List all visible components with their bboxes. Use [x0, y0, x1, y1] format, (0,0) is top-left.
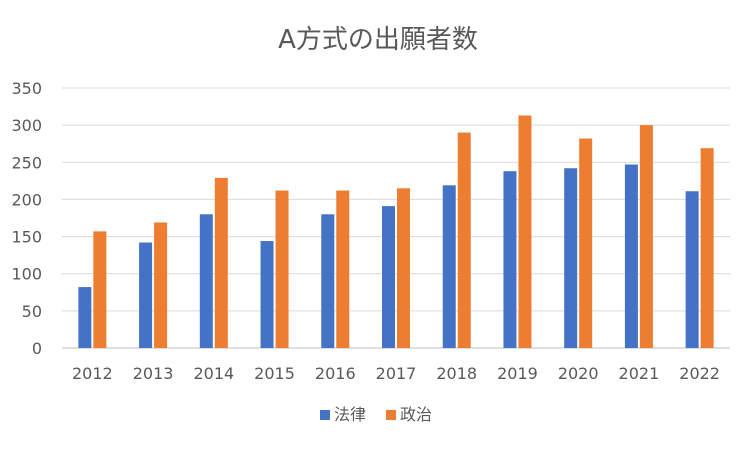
- bar-hourei-2021: [624, 164, 638, 348]
- x-tick-label: 2021: [619, 364, 660, 383]
- legend-label: 政治: [400, 405, 432, 424]
- x-tick-label: 2019: [497, 364, 538, 383]
- bar-seiji-2018: [457, 132, 471, 348]
- x-tick-label: 2018: [436, 364, 477, 383]
- bar-seiji-2020: [579, 138, 593, 348]
- bar-hourei-2019: [503, 171, 517, 348]
- bar-seiji-2015: [275, 190, 289, 348]
- x-tick-label: 2014: [193, 364, 234, 383]
- bar-seiji-2021: [639, 125, 653, 349]
- bar-seiji-2017: [397, 188, 410, 348]
- bar-hourei-2014: [199, 214, 213, 348]
- y-tick-label: 100: [11, 265, 42, 284]
- y-tick-label: 0: [32, 339, 42, 358]
- bar-hourei-2013: [139, 242, 153, 348]
- bar-hourei-2022: [685, 191, 699, 348]
- bar-seiji-2014: [214, 177, 228, 348]
- bar-hourei-2012: [78, 287, 92, 348]
- x-tick-label: 2020: [558, 364, 599, 383]
- bar-hourei-2020: [564, 168, 578, 348]
- bar-seiji-2019: [518, 115, 532, 348]
- bar-seiji-2016: [336, 190, 350, 348]
- y-tick-label: 200: [11, 190, 42, 209]
- x-tick-label: 2022: [679, 364, 720, 383]
- bar-seiji-2012: [93, 231, 107, 348]
- bar-hourei-2015: [260, 241, 274, 348]
- x-axis-tick-labels: 2012 2013 2014 2015 2016 2017 2018 2019 2020 2021…: [72, 364, 720, 383]
- legend-swatch: [386, 410, 396, 420]
- bar-hourei-2018: [442, 185, 456, 348]
- x-tick-label: 2015: [254, 364, 295, 383]
- x-tick-label: 2013: [133, 364, 174, 383]
- y-tick-label: 50: [22, 302, 42, 321]
- y-axis-tick-labels: 0 50 100 150 200 250 300 350: [11, 79, 42, 358]
- y-tick-label: 350: [11, 79, 42, 98]
- bar-hourei-2016: [321, 214, 335, 348]
- gridlines: [62, 87, 730, 349]
- legend-label: 法律: [334, 405, 366, 424]
- bar-seiji-2013: [154, 222, 168, 348]
- y-tick-label: 300: [11, 116, 42, 135]
- x-tick-label: 2012: [72, 364, 113, 383]
- bars: [78, 115, 714, 349]
- y-tick-label: 250: [11, 153, 42, 172]
- legend-swatch: [320, 410, 330, 420]
- bar-hourei-2017: [382, 206, 395, 348]
- bar-seiji-2022: [700, 148, 714, 348]
- chart-title: A方式の出願者数: [278, 25, 478, 55]
- legend: 法律 政治: [320, 405, 432, 424]
- x-tick-label: 2016: [315, 364, 356, 383]
- y-tick-label: 150: [11, 228, 42, 247]
- x-tick-label: 2017: [376, 364, 417, 383]
